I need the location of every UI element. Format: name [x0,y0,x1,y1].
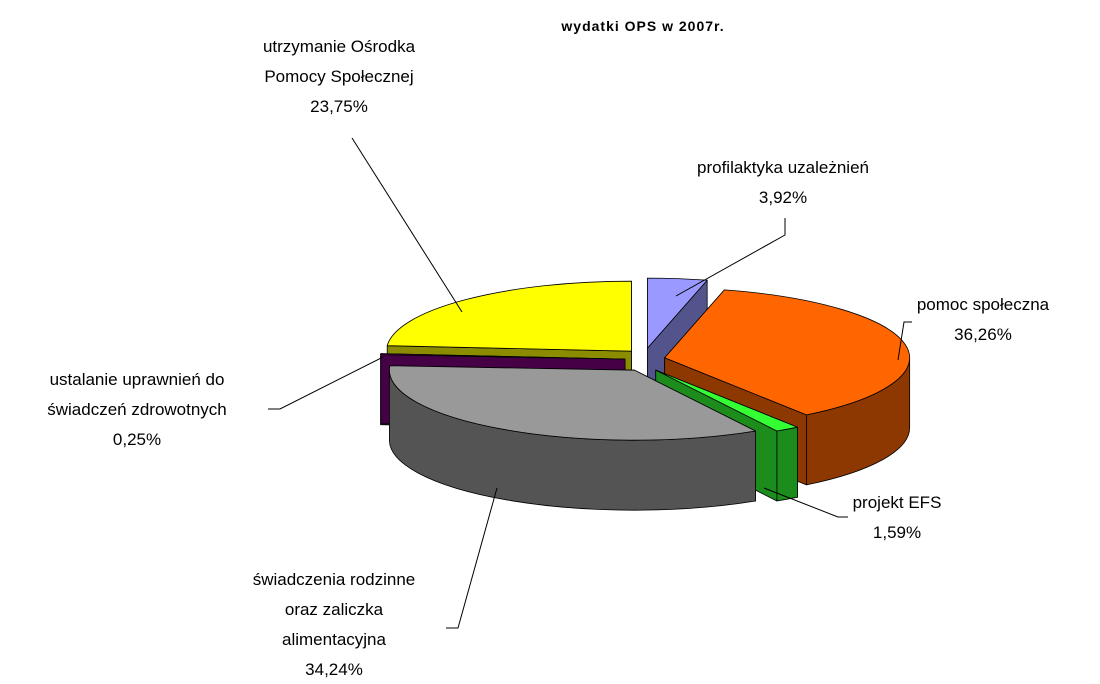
leader-line [897,321,912,361]
value-label: 0,25% [112,430,162,449]
slice-label: projekt EFS 1,59% [737,488,1057,548]
slice-top [664,289,911,416]
leader-line [763,487,848,518]
slice-label: utrzymanie Ośrodka Pomocy Społecznej 23,7… [179,32,499,122]
pie-slice [389,365,756,511]
value-label: 3,92% [758,188,808,207]
leader-line [446,487,498,629]
category-label: pomoc społeczna [916,295,1050,314]
value-label: 36,26% [954,325,1012,344]
category-label: utrzymanie Ośrodka Pomocy Społecznej [262,37,416,86]
slice-top [386,280,632,352]
category-label: projekt EFS [852,493,942,512]
leader-line [351,137,463,313]
category-label: świadczenia rodzinne oraz zaliczka alime… [252,570,416,649]
leader-line [268,356,384,410]
slice-label: ustalanie uprawnień do świadczeń zdrowot… [0,365,297,455]
slice-label: świadczenia rodzinne oraz zaliczka alime… [174,565,494,684]
value-label: 34,24% [305,660,363,679]
slice-label: profilaktyka uzależnień 3,92% [623,153,943,213]
slice-top [389,365,756,441]
leader-line [675,218,786,297]
chart-title: wydatki OPS w 2007r. [561,18,725,34]
slice-label: pomoc społeczna 36,26% [823,290,1100,350]
category-label: ustalanie uprawnień do świadczeń zdrowot… [47,370,227,419]
slice-top [655,369,798,432]
slice-top [647,277,708,349]
value-label: 23,75% [310,97,368,116]
value-label: 1,59% [872,523,922,542]
slice-top [380,353,626,360]
category-label: profilaktyka uzależnień [697,158,869,177]
